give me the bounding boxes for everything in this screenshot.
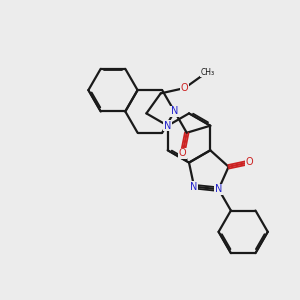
Text: O: O [181,83,188,93]
Text: CH₃: CH₃ [201,68,215,77]
Text: O: O [179,148,187,158]
Text: N: N [190,182,198,192]
Text: N: N [164,121,171,131]
Text: O: O [245,158,253,167]
Text: N: N [171,106,178,116]
Text: N: N [215,184,222,194]
